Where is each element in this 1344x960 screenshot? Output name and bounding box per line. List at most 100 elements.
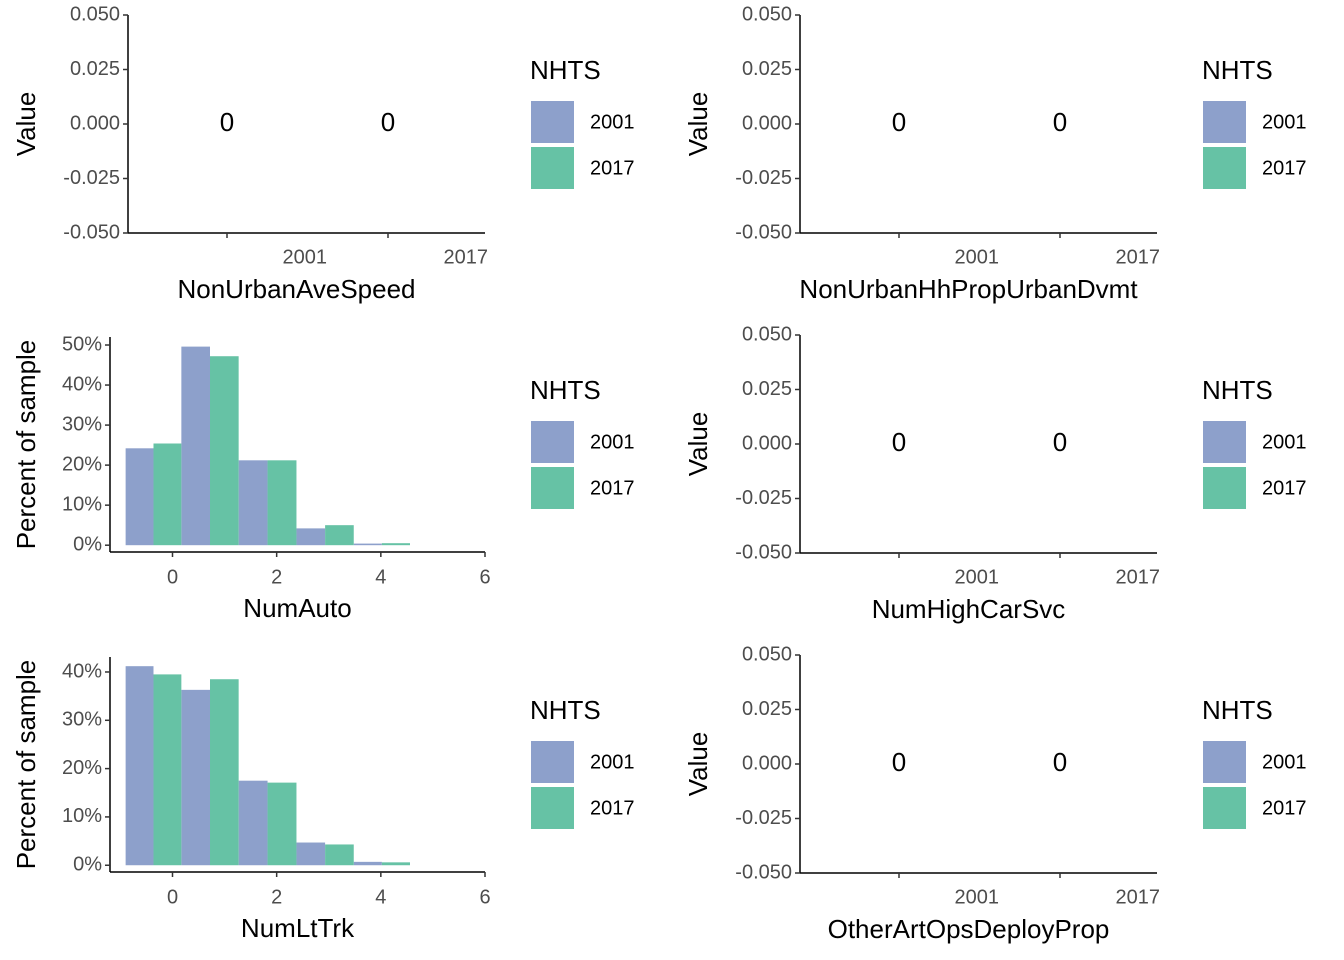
- legend-label: 2001: [1262, 751, 1307, 773]
- y-tick-label: 0.050: [742, 3, 792, 25]
- y-tick-label: -0.050: [735, 221, 792, 243]
- y-tick-label: 0.025: [742, 698, 792, 720]
- legend-label: 2001: [590, 111, 635, 133]
- x-tick-label: 6: [479, 886, 490, 908]
- bar: [210, 679, 239, 866]
- y-tick-label: 0%: [73, 854, 102, 876]
- bar: [153, 443, 182, 546]
- x-tick-label: 2017: [444, 246, 489, 268]
- bar: [181, 346, 210, 546]
- legend-swatch: [1203, 421, 1246, 463]
- x-tick-label: 2: [271, 886, 282, 908]
- x-tick-label: 4: [375, 886, 386, 908]
- bar: [238, 780, 268, 866]
- legend-swatch: [1203, 787, 1246, 829]
- panel: -0.050 -0.025 0.000 0.025 0.050 Value NonUrban…: [11, 3, 635, 304]
- y-tick-label: 0.000: [742, 112, 792, 134]
- legend-title: NHTS: [1202, 375, 1273, 405]
- x-axis-title: NonUrbanHhPropUrbanDvmt: [799, 274, 1138, 304]
- x-tick-label: 2: [271, 566, 282, 588]
- panel: 0% 10% 20% 30% 40% 50% Percent of sample NumAut…: [11, 333, 635, 623]
- y-axis-title: Percent of sample: [11, 340, 41, 550]
- legend-label: 2001: [590, 751, 635, 773]
- x-tick-label: 4: [375, 566, 386, 588]
- x-tick-label: 0: [167, 566, 178, 588]
- bar: [238, 460, 268, 546]
- bar: [353, 543, 382, 546]
- legend-swatch: [1203, 101, 1246, 143]
- y-tick-label: 0%: [73, 533, 102, 555]
- bar: [353, 861, 382, 866]
- x-axis-title: NonUrbanAveSpeed: [177, 274, 415, 304]
- panel: -0.050 -0.025 0.000 0.025 0.050 Value OtherArt…: [683, 643, 1307, 944]
- y-tick-label: 30%: [62, 709, 102, 731]
- x-tick-label: 2017: [1116, 246, 1161, 268]
- bar: [125, 448, 154, 546]
- y-tick-label: -0.050: [735, 861, 792, 883]
- y-tick-label: -0.025: [735, 487, 792, 509]
- x-tick-label: 2017: [1116, 886, 1161, 908]
- legend-label: 2001: [1262, 111, 1307, 133]
- legend-swatch: [1203, 467, 1246, 509]
- legend-label: 2001: [590, 431, 635, 453]
- x-tick-label: 2001: [955, 886, 1000, 908]
- legend-title: NHTS: [530, 55, 601, 85]
- y-tick-label: 0.000: [742, 432, 792, 454]
- x-axis-title: NumAuto: [243, 593, 351, 623]
- legend-label: 2017: [590, 477, 635, 499]
- bar: [296, 528, 326, 546]
- panel: 0% 10% 20% 30% 40% Percent of sample NumLtTrk 0…: [11, 657, 635, 943]
- data-label: 0: [892, 107, 906, 137]
- bar: [267, 460, 297, 546]
- bar: [381, 543, 410, 546]
- data-label: 0: [1053, 107, 1067, 137]
- bar: [181, 689, 210, 866]
- panel: -0.050 -0.025 0.000 0.025 0.050 Value NumHighC…: [683, 323, 1307, 624]
- y-tick-label: 40%: [62, 660, 102, 682]
- data-label: 0: [1053, 427, 1067, 457]
- x-axis-title: OtherArtOpsDeployProp: [828, 914, 1110, 944]
- y-tick-label: -0.050: [735, 541, 792, 563]
- data-label: 0: [892, 747, 906, 777]
- legend-swatch: [531, 147, 574, 189]
- bar: [153, 674, 182, 866]
- bar: [325, 525, 354, 546]
- legend-title: NHTS: [530, 375, 601, 405]
- y-tick-label: -0.050: [63, 221, 120, 243]
- legend-label: 2017: [1262, 797, 1307, 819]
- x-tick-label: 0: [167, 886, 178, 908]
- y-tick-label: 0.050: [742, 643, 792, 665]
- x-tick-label: 2017: [1116, 566, 1161, 588]
- legend-title: NHTS: [530, 695, 601, 725]
- data-label: 0: [220, 107, 234, 137]
- y-tick-label: -0.025: [63, 167, 120, 189]
- legend-swatch: [531, 741, 574, 783]
- y-axis-title: Value: [683, 92, 713, 157]
- y-tick-label: 0.025: [742, 58, 792, 80]
- y-tick-label: 0.050: [70, 3, 120, 25]
- y-tick-label: 0.050: [742, 323, 792, 345]
- bar: [296, 842, 326, 866]
- bar: [125, 666, 154, 866]
- legend-label: 2001: [1262, 431, 1307, 453]
- y-tick-label: 50%: [62, 333, 102, 355]
- legend-label: 2017: [590, 157, 635, 179]
- legend-label: 2017: [1262, 477, 1307, 499]
- legend-title: NHTS: [1202, 695, 1273, 725]
- x-tick-label: 2001: [955, 246, 1000, 268]
- legend-label: 2017: [1262, 157, 1307, 179]
- data-label: 0: [1053, 747, 1067, 777]
- bar: [210, 356, 239, 546]
- y-tick-label: 0.000: [70, 112, 120, 134]
- data-label: 0: [892, 427, 906, 457]
- y-tick-label: 30%: [62, 413, 102, 435]
- x-tick-label: 2001: [955, 566, 1000, 588]
- y-tick-label: -0.025: [735, 167, 792, 189]
- legend-swatch: [1203, 147, 1246, 189]
- y-tick-label: 40%: [62, 373, 102, 395]
- y-tick-label: 0.025: [742, 378, 792, 400]
- y-tick-label: 0.000: [742, 752, 792, 774]
- panel: -0.050 -0.025 0.000 0.025 0.050 Value NonUrban…: [683, 3, 1307, 304]
- y-tick-label: 10%: [62, 805, 102, 827]
